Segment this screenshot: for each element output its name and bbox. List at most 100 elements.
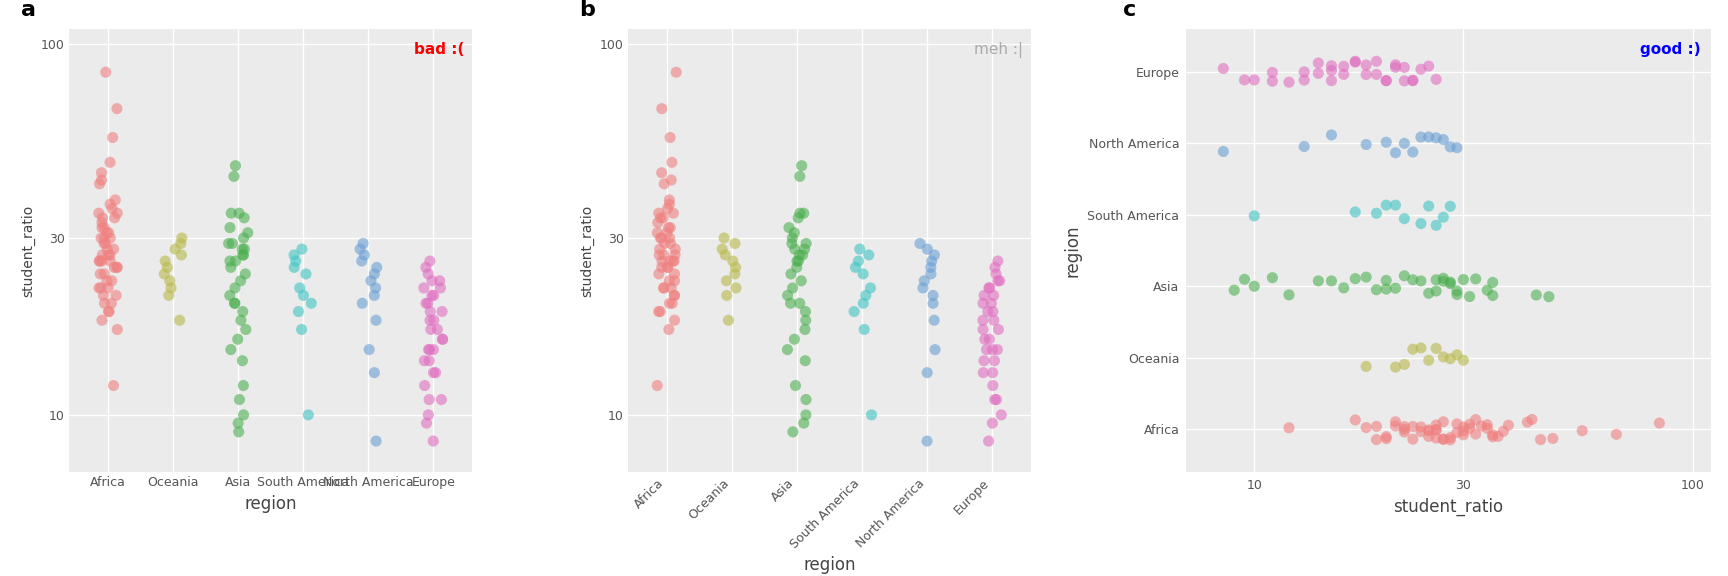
Point — [97, 251, 124, 260]
Point — [218, 263, 245, 272]
Point — [722, 263, 750, 272]
Point — [226, 276, 254, 285]
Point — [655, 325, 683, 334]
Point — [285, 307, 313, 316]
Point — [785, 213, 812, 222]
Point — [294, 410, 321, 419]
Point — [418, 291, 446, 300]
Point — [969, 316, 997, 325]
Point — [918, 263, 945, 272]
Point — [653, 204, 681, 213]
Text: good :): good :) — [1640, 42, 1700, 57]
Point — [662, 67, 689, 77]
Point — [1400, 76, 1427, 85]
Point — [86, 179, 114, 188]
Point — [104, 104, 131, 113]
Point — [786, 251, 814, 260]
Point — [850, 299, 878, 308]
Point — [655, 299, 683, 308]
Point — [648, 233, 676, 242]
Point — [657, 176, 684, 185]
Point — [721, 270, 748, 279]
Point — [905, 239, 933, 248]
Point — [361, 270, 389, 279]
Point — [420, 368, 448, 377]
Point — [912, 437, 940, 446]
Point — [781, 335, 809, 344]
Point — [1382, 283, 1410, 293]
Point — [418, 276, 446, 285]
Point — [1318, 61, 1346, 70]
Point — [1391, 63, 1419, 72]
Point — [658, 158, 686, 167]
Point — [657, 233, 684, 242]
Point — [646, 307, 674, 316]
Point — [980, 356, 1007, 365]
Point — [980, 307, 1007, 316]
Point — [88, 176, 116, 185]
Point — [228, 244, 256, 253]
Point — [1455, 292, 1483, 301]
Point — [1258, 273, 1286, 282]
Point — [88, 251, 116, 260]
Point — [1363, 435, 1391, 444]
Point — [102, 291, 130, 300]
Point — [662, 251, 689, 260]
Point — [429, 335, 456, 344]
Point — [1415, 62, 1443, 71]
Point — [280, 263, 308, 272]
Point — [646, 251, 674, 260]
Point — [95, 307, 123, 316]
Point — [157, 283, 185, 293]
Point — [655, 200, 683, 209]
Point — [848, 270, 876, 279]
Point — [1422, 286, 1450, 295]
Point — [1415, 132, 1443, 142]
Point — [225, 427, 252, 437]
Point — [1400, 275, 1427, 285]
Point — [100, 213, 128, 222]
Point — [650, 213, 677, 222]
Point — [987, 410, 1014, 419]
Point — [779, 427, 807, 437]
Point — [290, 291, 318, 300]
Point — [1372, 285, 1400, 294]
Point — [88, 316, 116, 325]
Point — [1415, 289, 1443, 298]
Point — [857, 283, 885, 293]
Point — [842, 263, 869, 272]
Point — [788, 161, 816, 170]
Point — [715, 316, 743, 325]
Point — [95, 251, 123, 260]
Point — [95, 307, 123, 316]
Point — [786, 209, 814, 218]
Point — [225, 335, 252, 344]
Point — [93, 276, 121, 285]
Point — [104, 325, 131, 334]
Point — [914, 244, 942, 253]
Point — [230, 244, 257, 253]
Point — [909, 283, 937, 293]
Point — [1275, 423, 1303, 433]
Point — [1331, 70, 1358, 79]
Point — [1443, 419, 1471, 429]
Point — [363, 316, 391, 325]
Point — [420, 316, 448, 325]
Point — [660, 209, 688, 218]
Point — [982, 263, 1009, 272]
Point — [90, 299, 118, 308]
Point — [1443, 143, 1471, 152]
Point — [660, 291, 688, 300]
Point — [774, 345, 802, 354]
Point — [427, 395, 454, 404]
Point — [658, 299, 686, 308]
Point — [1479, 432, 1507, 441]
Point — [97, 233, 124, 242]
Point — [1353, 362, 1381, 371]
Point — [785, 256, 812, 266]
Point — [425, 276, 453, 285]
Point — [168, 239, 195, 248]
Point — [1331, 283, 1358, 293]
Point — [657, 283, 684, 293]
Point — [347, 256, 375, 266]
